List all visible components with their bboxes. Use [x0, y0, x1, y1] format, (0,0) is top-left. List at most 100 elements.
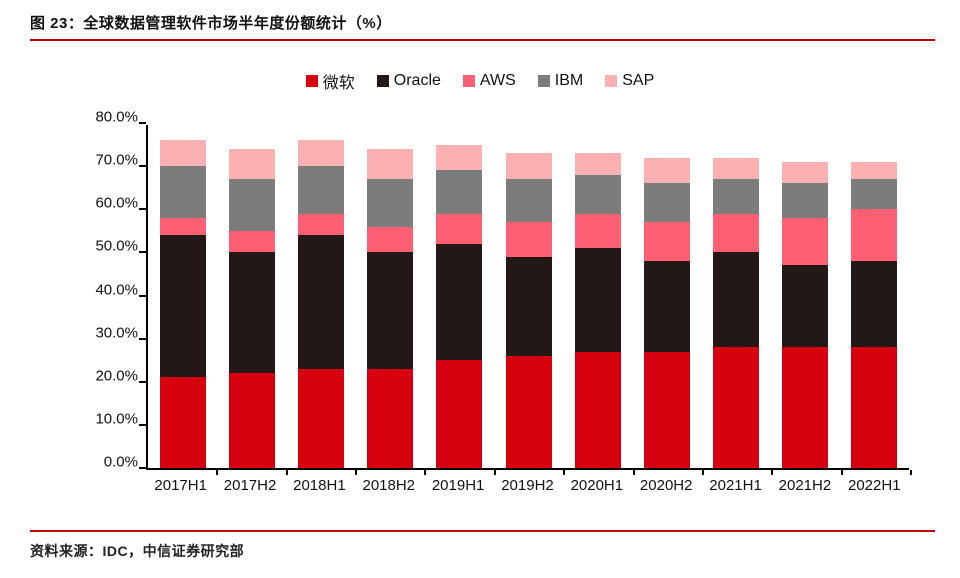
y-tickmark: [139, 294, 146, 297]
bar-cell: [217, 125, 286, 468]
bar-segment-SAP: [713, 157, 760, 180]
source-note: 资料来源：IDC，中信证券研究部: [30, 543, 245, 559]
bar-segment-微软: [228, 373, 275, 468]
x-axis-label: 2018H1: [293, 477, 346, 494]
figure-footer: 资料来源：IDC，中信证券研究部: [30, 530, 935, 561]
bar-segment-IBM: [782, 183, 829, 218]
chart-legend: 微软 Oracle AWS IBM SAP: [0, 69, 960, 93]
legend-swatch-icon: [376, 75, 389, 87]
bar-segment-SAP: [228, 148, 275, 180]
bar-cell: [286, 125, 355, 468]
plot-area: [139, 122, 912, 475]
y-tick-label: 50.0%: [95, 237, 138, 255]
legend-item: SAP: [605, 72, 654, 90]
bar-segment-AWS: [574, 213, 621, 249]
bar-segment-Oracle: [782, 265, 829, 348]
stacked-bar-chart: 0.0% 10.0% 20.0% 30.0% 40.0% 50.0% 60.0% 70.0% 8…: [88, 109, 960, 494]
bar-segment-微软: [782, 347, 829, 468]
x-tickmark: [355, 470, 358, 475]
bar-segment-微软: [297, 368, 344, 468]
x-axis-label: 2020H2: [639, 477, 693, 494]
bar-segment-Oracle: [228, 252, 275, 374]
x-axis-label: 2018H2: [362, 477, 416, 494]
bar-segment-AWS: [297, 213, 344, 236]
bar-segment-IBM: [436, 170, 483, 214]
legend-label: IBM: [554, 72, 584, 89]
legend-swatch-icon: [462, 75, 475, 87]
bar-segment-IBM: [713, 179, 760, 214]
y-tick-label: 0.0%: [103, 453, 138, 471]
bar-segment-AWS: [643, 222, 690, 261]
x-tickmark: [216, 470, 219, 475]
y-tick-label: 70.0%: [95, 151, 138, 169]
x-axis-label: 2021H2: [778, 477, 832, 494]
bar-cell: [632, 125, 701, 468]
legend-label: 微软: [322, 75, 355, 92]
y-tick-label: 20.0%: [95, 367, 138, 385]
x-axis-label: 2022H1: [848, 477, 901, 494]
bar-segment-Oracle: [297, 235, 344, 369]
y-axis: 0.0% 10.0% 20.0% 30.0% 40.0% 50.0% 60.0% 70.0% 8…: [88, 109, 146, 471]
y-tick-label: 60.0%: [95, 194, 138, 212]
x-tickmark: [563, 470, 566, 475]
bar-segment-Oracle: [574, 248, 621, 352]
bar-segment-Oracle: [159, 235, 206, 378]
bar-segment-微软: [643, 351, 690, 468]
bar-segment-AWS: [713, 213, 760, 253]
bar-segment-Oracle: [713, 252, 760, 348]
y-tickmark: [139, 423, 146, 426]
bar-segment-Oracle: [436, 243, 483, 361]
stacked-bar-2018H1: [297, 140, 344, 468]
bars-container: [148, 125, 909, 468]
legend-item: Oracle: [376, 72, 441, 90]
bar-segment-SAP: [574, 153, 621, 175]
y-tick-label: 80.0%: [95, 108, 138, 126]
bar-segment-SAP: [436, 144, 483, 171]
legend-label: Oracle: [393, 72, 441, 89]
x-tickmark: [701, 470, 704, 475]
bar-segment-Oracle: [851, 261, 898, 348]
bar-segment-IBM: [367, 179, 414, 227]
bar-cell: [702, 125, 771, 468]
stacked-bar-2021H1: [713, 157, 760, 468]
bar-segment-微软: [159, 377, 206, 468]
bar-segment-SAP: [505, 153, 552, 180]
y-tickmark: [139, 251, 146, 254]
x-tickmark: [840, 470, 843, 475]
bar-segment-AWS: [228, 230, 275, 253]
bar-segment-AWS: [159, 217, 206, 236]
y-tickmark: [139, 208, 146, 211]
bar-segment-AWS: [782, 217, 829, 266]
bar-segment-微软: [574, 351, 621, 468]
y-tick-label: 40.0%: [95, 281, 138, 298]
bar-segment-微软: [713, 347, 760, 468]
legend-swatch-icon: [305, 75, 318, 87]
bar-cell: [356, 125, 425, 468]
x-axis-label: 2019H2: [501, 477, 554, 494]
y-tickmark: [139, 165, 146, 168]
x-tickmark: [285, 470, 288, 475]
legend-swatch-icon: [605, 75, 618, 87]
bar-segment-SAP: [159, 140, 206, 167]
bar-segment-SAP: [367, 148, 414, 180]
bar-segment-IBM: [297, 166, 344, 214]
footer-rule: [30, 530, 935, 532]
bar-segment-微软: [505, 355, 552, 468]
stacked-bar-2020H1: [574, 153, 621, 468]
bar-segment-IBM: [505, 179, 552, 223]
bar-segment-微软: [367, 368, 414, 468]
stacked-bar-2019H2: [505, 153, 552, 468]
bar-segment-SAP: [851, 161, 898, 180]
bar-segment-Oracle: [505, 256, 552, 356]
bar-segment-IBM: [851, 179, 898, 210]
y-tick-label: 30.0%: [95, 324, 138, 342]
y-tickmark: [139, 122, 146, 124]
bar-cell: [840, 125, 909, 468]
stacked-bar-2019H1: [436, 144, 483, 468]
stacked-bar-2018H2: [367, 148, 414, 468]
bar-segment-微软: [436, 360, 483, 468]
bar-cell: [563, 125, 632, 468]
bar-cell: [148, 125, 217, 468]
bar-segment-Oracle: [643, 261, 690, 352]
